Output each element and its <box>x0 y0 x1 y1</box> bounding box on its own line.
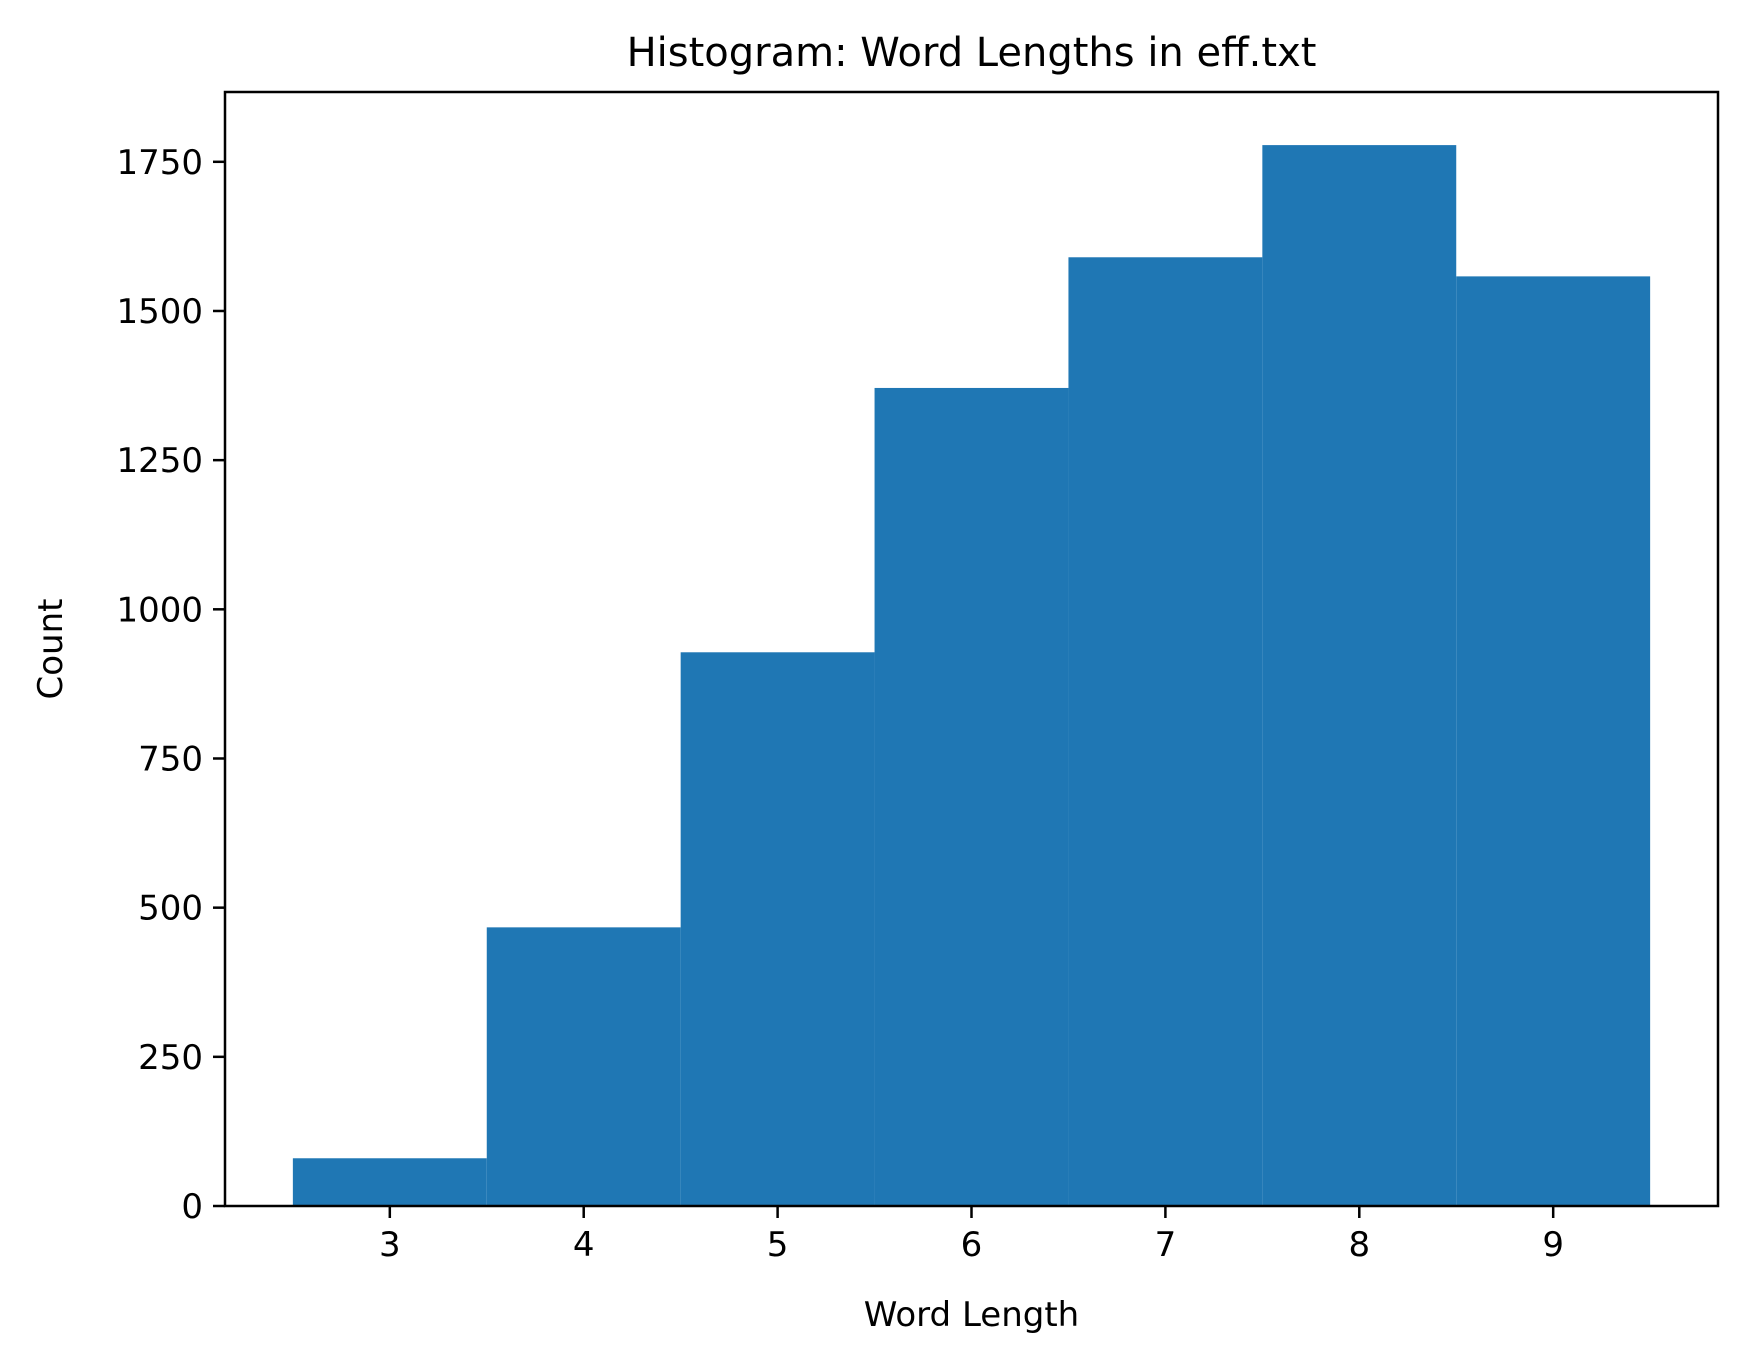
histogram-bar-7 <box>1068 257 1263 1206</box>
chart-title: Histogram: Word Lengths in eff.txt <box>627 30 1317 76</box>
histogram-bar-9 <box>1456 276 1651 1206</box>
x-tick-label: 7 <box>1155 1225 1177 1265</box>
histogram-bar-3 <box>292 1158 487 1206</box>
histogram-bar-4 <box>486 927 681 1206</box>
y-tick-label: 1000 <box>116 590 203 630</box>
y-tick-label: 250 <box>138 1038 203 1078</box>
y-tick-label: 1500 <box>116 292 203 332</box>
y-tick-label: 1250 <box>116 441 203 481</box>
histogram-bar-5 <box>680 652 875 1206</box>
x-tick-label: 5 <box>767 1225 789 1265</box>
x-tick-label: 6 <box>961 1225 983 1265</box>
x-axis-label: Word Length <box>864 1295 1079 1335</box>
x-tick-label: 4 <box>573 1225 595 1265</box>
y-tick-label: 1750 <box>116 143 203 183</box>
x-tick-label: 3 <box>379 1225 401 1265</box>
y-tick-label: 750 <box>138 739 203 779</box>
x-ticks: 3 4 5 6 7 8 9 <box>379 1206 1564 1265</box>
x-tick-label: 8 <box>1348 1225 1370 1265</box>
x-tick-label: 9 <box>1542 1225 1564 1265</box>
y-axis-label: Count <box>31 599 71 700</box>
y-tick-label: 0 <box>181 1187 203 1227</box>
bars-layer <box>292 145 1651 1206</box>
histogram-bar-6 <box>874 387 1069 1206</box>
y-ticks: 0 250 500 750 1000 1250 1500 1750 <box>116 143 225 1227</box>
y-tick-label: 500 <box>138 889 203 929</box>
histogram-bar-8 <box>1262 145 1457 1206</box>
plot-frame <box>223 90 1720 1208</box>
